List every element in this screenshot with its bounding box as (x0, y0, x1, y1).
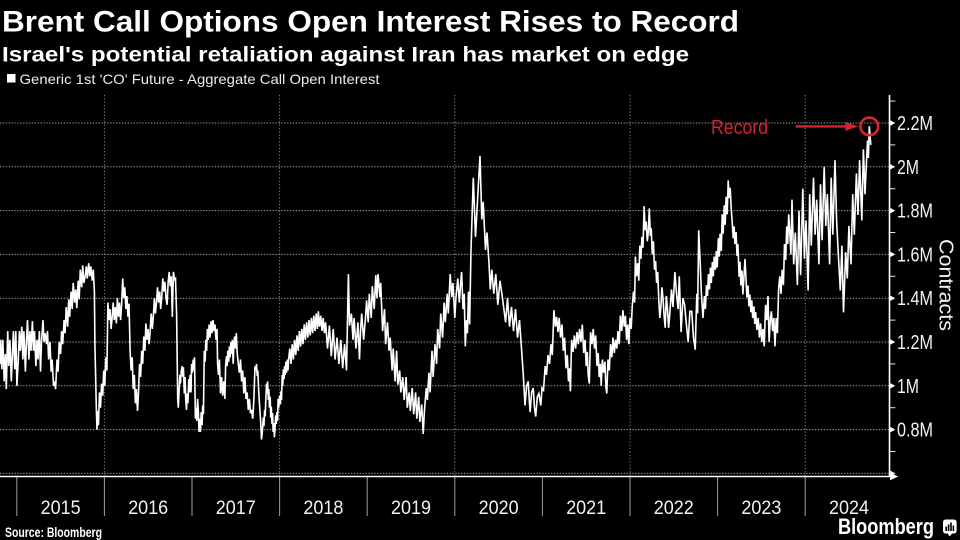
svg-text:Contracts: Contracts (935, 239, 957, 331)
svg-text:1.6M: 1.6M (897, 244, 933, 266)
svg-text:1M: 1M (897, 376, 919, 398)
svg-text:2020: 2020 (479, 498, 519, 519)
svg-text:2015: 2015 (41, 498, 81, 519)
svg-text:1.2M: 1.2M (897, 332, 933, 354)
svg-text:2.2M: 2.2M (897, 113, 933, 135)
svg-text:1.4M: 1.4M (897, 288, 933, 310)
svg-text:2023: 2023 (741, 498, 781, 519)
svg-text:2M: 2M (897, 157, 919, 179)
svg-text:Generic 1st 'CO' Future - Aggr: Generic 1st 'CO' Future - Aggregate Call… (20, 71, 380, 87)
svg-text:2018: 2018 (303, 498, 343, 519)
svg-text:2021: 2021 (566, 498, 606, 519)
svg-text:2017: 2017 (216, 498, 256, 519)
svg-text:Brent Call Options Open Intere: Brent Call Options Open Interest Rises t… (2, 6, 739, 39)
svg-text:Record: Record (711, 117, 768, 139)
svg-text:Bloomberg: Bloomberg (838, 514, 934, 539)
svg-text:2019: 2019 (391, 498, 431, 519)
svg-text:2024: 2024 (829, 498, 869, 519)
svg-text:2016: 2016 (128, 498, 168, 519)
svg-text:0.8M: 0.8M (897, 420, 933, 442)
svg-text:1.8M: 1.8M (897, 201, 933, 223)
svg-text:2022: 2022 (654, 498, 694, 519)
svg-text:Israel's potential retaliation: Israel's potential retaliation against I… (2, 44, 689, 67)
svg-text:Source: Bloomberg: Source: Bloomberg (5, 525, 102, 540)
